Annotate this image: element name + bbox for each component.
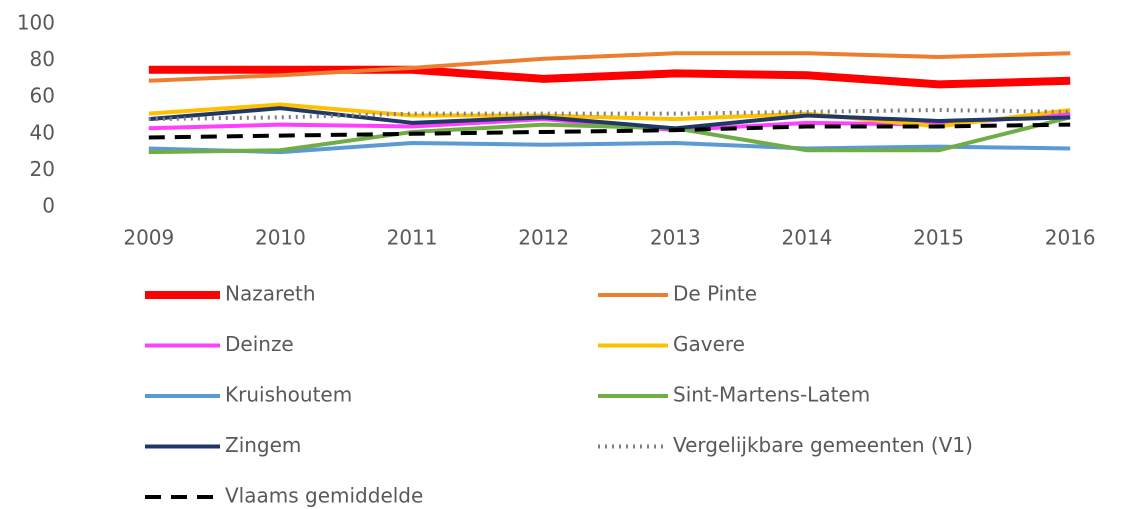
legend-label: De Pinte xyxy=(673,282,757,306)
y-tick-label: 20 xyxy=(30,157,55,181)
y-tick-label: 0 xyxy=(42,194,55,218)
legend-label: Sint-Martens-Latem xyxy=(673,383,870,407)
series-line xyxy=(148,140,1071,155)
x-tick-label: 2010 xyxy=(255,226,306,250)
x-tick-label: 2011 xyxy=(387,226,438,250)
x-tick-label: 2009 xyxy=(123,226,174,250)
legend-label: Vergelijkbare gemeenten (V1) xyxy=(673,433,973,457)
series-line xyxy=(148,115,1071,155)
series-line xyxy=(148,122,1071,140)
y-tick-label: 100 xyxy=(17,11,55,35)
legend-label: Kruishoutem xyxy=(225,383,352,407)
y-tick-label: 40 xyxy=(30,120,55,144)
legend-label: Vlaams gemiddelde xyxy=(225,484,423,508)
x-tick-label: 2015 xyxy=(913,226,964,250)
x-tick-label: 2013 xyxy=(650,226,701,250)
x-tick-label: 2012 xyxy=(518,226,569,250)
series-line xyxy=(148,51,1071,83)
legend-label: Nazareth xyxy=(225,282,316,306)
x-tick-label: 2014 xyxy=(781,226,832,250)
x-tick-label: 2016 xyxy=(1045,226,1096,250)
legend-label: Deinze xyxy=(225,332,294,356)
series-line xyxy=(148,106,1071,131)
series-line xyxy=(148,65,1071,89)
series-line xyxy=(148,102,1071,129)
legend-label: Gavere xyxy=(673,332,745,356)
legend-label: Zingem xyxy=(225,433,301,457)
y-tick-label: 60 xyxy=(30,84,55,108)
y-tick-label: 80 xyxy=(30,47,55,71)
